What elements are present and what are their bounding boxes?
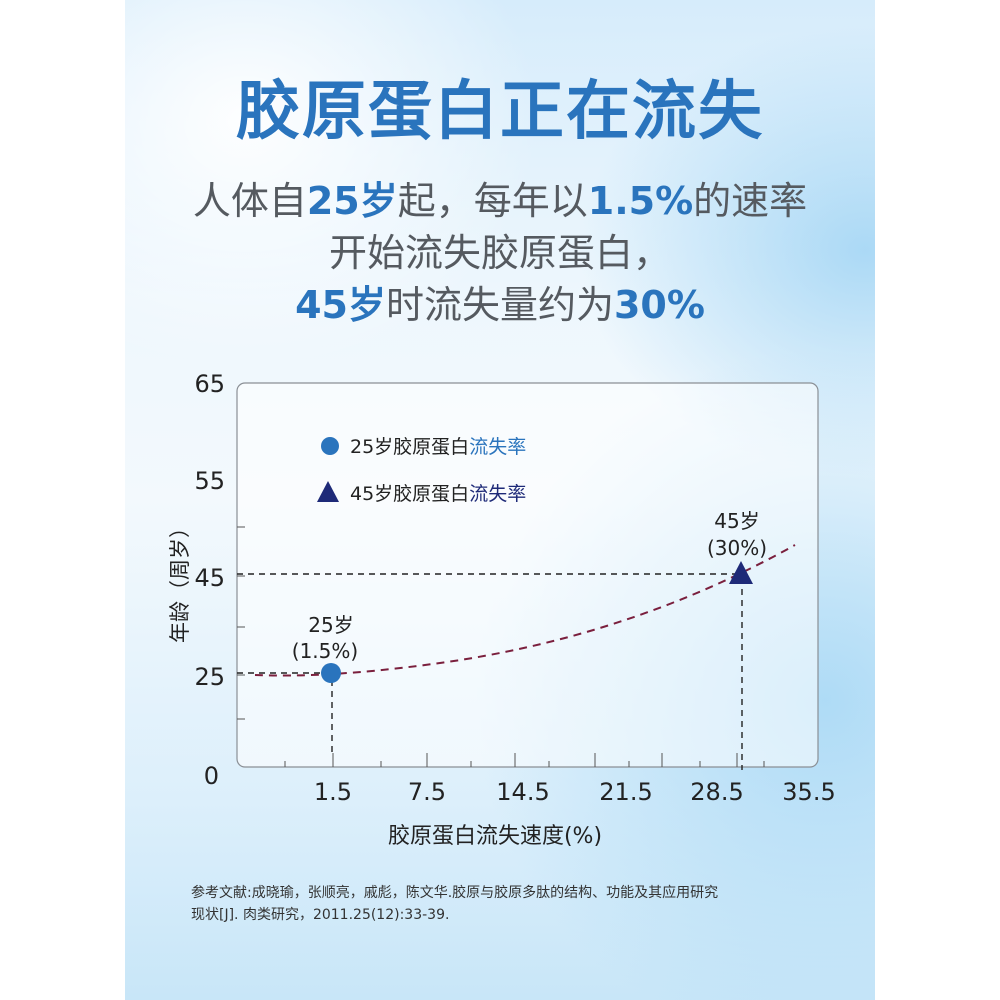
trend-curve	[254, 544, 796, 677]
x-tick-35-5: 35.5	[782, 778, 835, 806]
x-tick-21-5: 21.5	[599, 778, 652, 806]
chart: 65 55 45 25 0 1.5 7.5 14.5 21.5 28.5 35.…	[168, 370, 836, 849]
annotation-25-rate: (1.5%)	[292, 639, 358, 663]
legend-item-1: 25岁胶原蛋白流失率	[350, 436, 526, 458]
page-title: 胶原蛋白正在流失	[236, 75, 764, 149]
annotation-25-age: 25岁	[308, 613, 353, 637]
y-axis-label: 年龄（周岁）	[168, 517, 192, 643]
legend-triangle-icon	[317, 481, 339, 502]
annotation-45-age: 45岁	[714, 509, 759, 533]
y-tick-labels: 65 55 45 25 0	[194, 370, 225, 790]
text: 人体自	[192, 179, 307, 223]
x-tick-28-5: 28.5	[690, 778, 743, 806]
highlight-age: 25岁	[306, 179, 398, 223]
y-tick-0: 0	[204, 762, 219, 790]
highlight-age: 45岁	[295, 283, 386, 327]
guide-lines	[237, 573, 743, 770]
references: 参考文献:成晓瑜，张顺亮，戚彪，陈文华.胶原与胶原多肽的结构、功能及其应用研究 …	[191, 882, 831, 926]
reference-line-1: 参考文献:成晓瑜，张顺亮，戚彪，陈文华.胶原与胶原多肽的结构、功能及其应用研究	[191, 885, 719, 901]
highlight-rate: 1.5%	[587, 179, 694, 223]
annotations: 25岁 (1.5%) 45岁 (30%)	[292, 509, 767, 663]
x-tick-marks	[284, 753, 765, 767]
y-tick-25: 25	[194, 663, 225, 691]
text: 起，每年以	[397, 179, 588, 223]
legend-circle-icon	[321, 437, 339, 455]
point-45-triangle	[729, 561, 753, 584]
subtitle-line-2: 开始流失胶原蛋白，	[125, 222, 875, 277]
legend: 25岁胶原蛋白流失率 45岁胶原蛋白流失率	[317, 436, 526, 505]
highlight-loss: 30%	[613, 283, 705, 327]
text: 的速率	[693, 179, 808, 223]
plot-frame	[236, 382, 819, 768]
legend-item-2: 45岁胶原蛋白流失率	[350, 483, 526, 505]
x-tick-1-5: 1.5	[314, 778, 352, 806]
y-tick-65: 65	[194, 370, 225, 398]
y-tick-marks	[237, 526, 245, 720]
x-tick-7-5: 7.5	[408, 778, 446, 806]
y-tick-55: 55	[194, 467, 225, 495]
reference-line-2: 现状[J]. 肉类研究，2011.25(12):33-39.	[191, 907, 450, 923]
x-tick-14-5: 14.5	[496, 778, 549, 806]
poster: 胶原蛋白正在流失 人体自25岁起，每年以1.5%的速率 开始流失胶原蛋白， 45…	[125, 0, 875, 1000]
x-tick-labels: 1.5 7.5 14.5 21.5 28.5 35.5	[314, 778, 836, 806]
subtitle-line-1: 人体自25岁起，每年以1.5%的速率	[125, 170, 875, 225]
text: 时流失量约为	[385, 283, 614, 327]
point-25-circle	[321, 663, 341, 683]
subtitle-line-3: 45岁时流失量约为30%	[125, 274, 875, 329]
y-tick-45: 45	[194, 564, 225, 592]
x-axis-label: 胶原蛋白流失速度(%)	[388, 824, 602, 849]
annotation-45-rate: (30%)	[707, 536, 767, 560]
text: 开始流失胶原蛋白，	[328, 231, 671, 275]
